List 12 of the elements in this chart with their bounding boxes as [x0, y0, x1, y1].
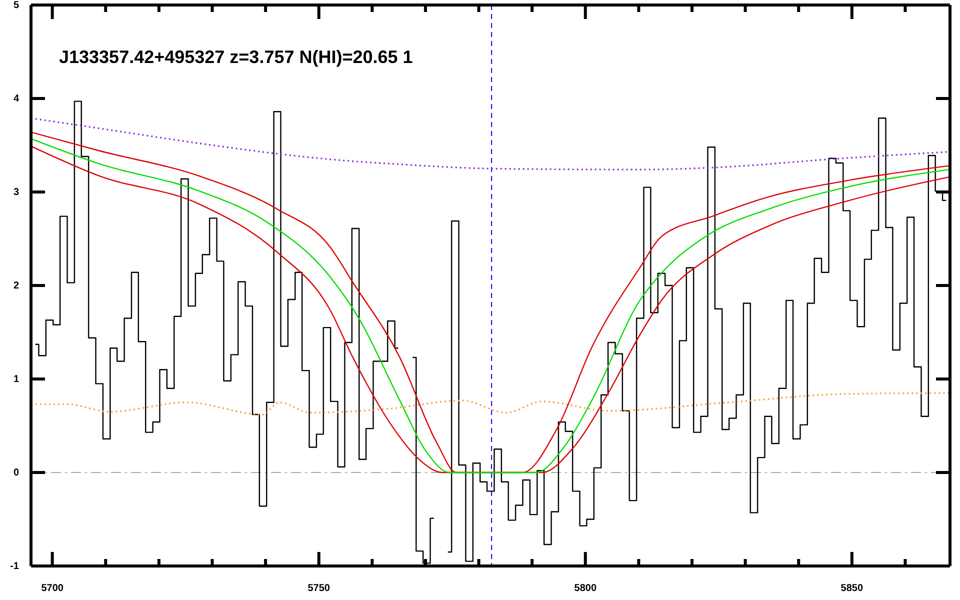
text: J133357.42+495327 z=3.757 N(HI)=20.65 1 [59, 47, 413, 67]
y-tick-label: 1 [13, 374, 20, 386]
y-tick-label: -1 [10, 561, 20, 572]
y-tick-label: 2 [13, 280, 20, 292]
y-tick-label: 3 [13, 187, 20, 198]
y-tick-label: 4 [13, 94, 20, 105]
x-tick-label: 5850 [840, 583, 864, 594]
x-tick-label: 5750 [308, 583, 330, 594]
x-tick-label: 5800 [574, 583, 597, 594]
y-tick-label: 5 [13, 0, 20, 12]
y-tick-label: 0 [13, 468, 20, 479]
x-tick-label: 5700 [41, 583, 64, 594]
